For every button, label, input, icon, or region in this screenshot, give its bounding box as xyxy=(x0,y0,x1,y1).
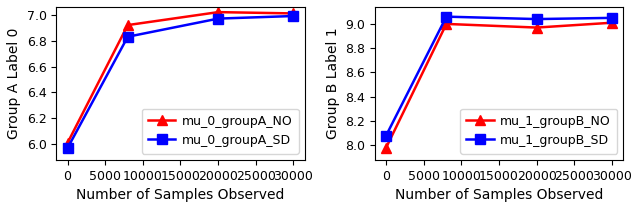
Legend: mu_0_groupA_NO, mu_0_groupA_SD: mu_0_groupA_NO, mu_0_groupA_SD xyxy=(141,109,298,154)
mu_1_groupB_SD xyxy=(442,15,450,18)
mu_0_groupA_SD xyxy=(124,36,132,38)
mu_0_groupA_NO xyxy=(63,142,71,144)
mu_1_groupB_NO xyxy=(382,146,390,149)
mu_0_groupA_NO xyxy=(290,12,298,15)
Line: mu_0_groupA_SD: mu_0_groupA_SD xyxy=(63,11,298,153)
Line: mu_1_groupB_SD: mu_1_groupB_SD xyxy=(381,12,617,140)
mu_1_groupB_SD xyxy=(608,17,616,19)
mu_0_groupA_NO xyxy=(124,24,132,26)
Line: mu_0_groupA_NO: mu_0_groupA_NO xyxy=(63,7,298,148)
mu_0_groupA_SD xyxy=(290,15,298,17)
Y-axis label: Group B Label 1: Group B Label 1 xyxy=(326,28,340,139)
Legend: mu_1_groupB_NO, mu_1_groupB_SD: mu_1_groupB_NO, mu_1_groupB_SD xyxy=(460,109,617,154)
mu_1_groupB_NO xyxy=(608,22,616,24)
mu_1_groupB_SD xyxy=(533,18,541,20)
mu_1_groupB_NO xyxy=(533,26,541,29)
Line: mu_1_groupB_NO: mu_1_groupB_NO xyxy=(381,18,617,153)
mu_0_groupA_NO xyxy=(214,11,222,13)
mu_1_groupB_SD xyxy=(382,134,390,137)
mu_0_groupA_SD xyxy=(63,147,71,149)
Y-axis label: Group A Label 0: Group A Label 0 xyxy=(7,28,21,139)
mu_0_groupA_SD xyxy=(214,17,222,20)
mu_1_groupB_NO xyxy=(442,23,450,25)
X-axis label: Number of Samples Observed: Number of Samples Observed xyxy=(395,188,604,202)
X-axis label: Number of Samples Observed: Number of Samples Observed xyxy=(76,188,285,202)
